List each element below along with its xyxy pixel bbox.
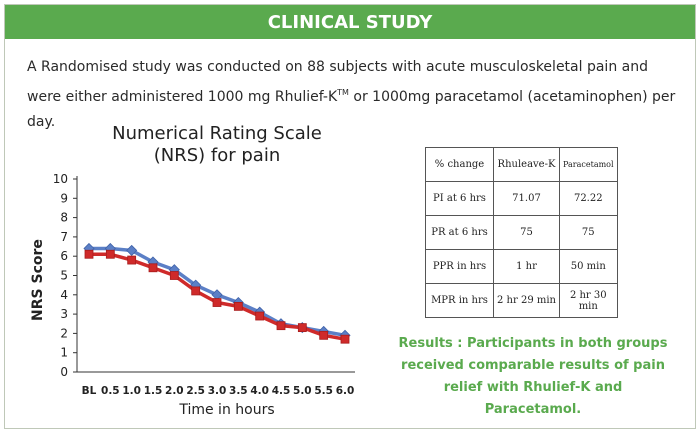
table-row: PI at 6 hrs 71.07 72.22 (425, 181, 618, 216)
table-row: PPR in hrs 1 hr 50 min (425, 249, 618, 284)
x-tick-label: 1.5 (144, 385, 163, 397)
table-row: MPR in hrs 2 hr 29 min 2 hr 30 min (425, 283, 618, 318)
results-table: % change Rhuleave-K Paracetamol PI at 6 … (425, 147, 618, 318)
data-point-square (84, 249, 94, 259)
y-tick-label: 10 (53, 172, 68, 186)
data-point-square (340, 334, 350, 344)
table-cell: 75 (493, 215, 560, 250)
chart-title-line2: (NRS) for pain (153, 145, 281, 166)
table-cell: PR at 6 hrs (425, 215, 494, 250)
y-tick-label: 7 (60, 230, 68, 244)
table-cell: 2 hr 29 min (493, 283, 560, 318)
x-axis-label: Time in hours (179, 402, 275, 418)
results-summary: Results : Participants in both groups re… (398, 336, 668, 417)
data-point-square (191, 286, 201, 296)
x-tick-label: 3.5 (229, 385, 248, 397)
data-point-square (127, 255, 137, 265)
table-cell: 71.07 (493, 181, 560, 216)
trademark-mark: TM (337, 88, 349, 97)
x-tick-label: 2.5 (186, 385, 205, 397)
y-tick-label: 1 (60, 346, 68, 360)
data-point-square (276, 321, 286, 331)
data-point-square (255, 311, 265, 321)
section-title: CLINICAL STUDY (267, 11, 433, 33)
section-header: CLINICAL STUDY (5, 5, 695, 39)
data-point-square (212, 298, 222, 307)
x-tick-label: 1.0 (122, 385, 141, 397)
nrs-line-chart: 0 1 2 3 4 5 6 7 8 9 10 BL 0.5 1.0 1.5 2.0 2.5 3.0 3.5 4.0 4.… (53, 172, 355, 397)
y-tick-label: 5 (60, 269, 68, 283)
y-tick-label: 3 (60, 307, 68, 321)
clinical-study-card: CLINICAL STUDY A Randomised study was co… (4, 4, 696, 429)
table-row: PR at 6 hrs 75 75 (425, 215, 618, 250)
y-tick-label: 8 (60, 211, 68, 225)
x-tick-label: BL (82, 385, 97, 397)
x-tick-label: 5.0 (293, 385, 312, 397)
y-axis-label: NRS Score (30, 239, 46, 321)
data-point-square (319, 330, 329, 340)
study-description: A Randomised study was conducted on 88 s… (27, 55, 677, 135)
table-cell: 50 min (559, 249, 618, 284)
y-tick-label: 9 (60, 191, 68, 205)
x-tick-label: 6.0 (336, 385, 355, 397)
table-header-cell: % change (425, 147, 494, 182)
data-point-square (148, 263, 158, 273)
x-tick-label: 4.0 (250, 385, 269, 397)
y-tick-label: 2 (60, 326, 68, 340)
y-tick-label: 4 (60, 288, 68, 302)
y-tick-label: 6 (60, 249, 68, 263)
table-cell: 72.22 (559, 181, 618, 216)
x-tick-label: 2.0 (165, 385, 184, 397)
data-point-square (297, 323, 307, 333)
table-cell: PI at 6 hrs (425, 181, 494, 216)
table-cell: 2 hr 30 min (559, 283, 618, 318)
x-tick-label: 5.5 (314, 385, 333, 397)
y-tick-label: 0 (60, 365, 68, 379)
data-point-square (169, 271, 179, 280)
table-cell: 75 (559, 215, 618, 250)
intro-text-start: A Randomised study was conducted on 88 s… (27, 59, 648, 105)
x-tick-label: 3.0 (208, 385, 227, 397)
table-header-cell: Rhuleave-K (493, 147, 560, 182)
data-point-square (233, 301, 243, 311)
nrs-chart: 0 1 2 3 4 5 6 7 8 9 10 BL 0.5 1.0 1.5 2.0 2.5 3.0 3.5 4.0 4.… (27, 117, 367, 427)
chart-title-line1: Numerical Rating Scale (112, 123, 322, 144)
data-point-square (105, 249, 115, 259)
intro-text-end: or 1000mg paracetamol (acetaminophen) pe… (27, 89, 676, 130)
x-tick-label: 4.5 (272, 385, 291, 397)
table-header-row: % change Rhuleave-K Paracetamol (425, 147, 618, 182)
table-cell: MPR in hrs (425, 283, 494, 318)
chart-title: Numerical Rating Scale (NRS) for pain (87, 123, 347, 167)
data-point-diamond (126, 244, 138, 256)
table-cell: 1 hr (493, 249, 560, 284)
table-header-cell: Paracetamol (559, 147, 618, 182)
table-cell: PPR in hrs (425, 249, 494, 284)
x-tick-label: 0.5 (101, 385, 120, 397)
